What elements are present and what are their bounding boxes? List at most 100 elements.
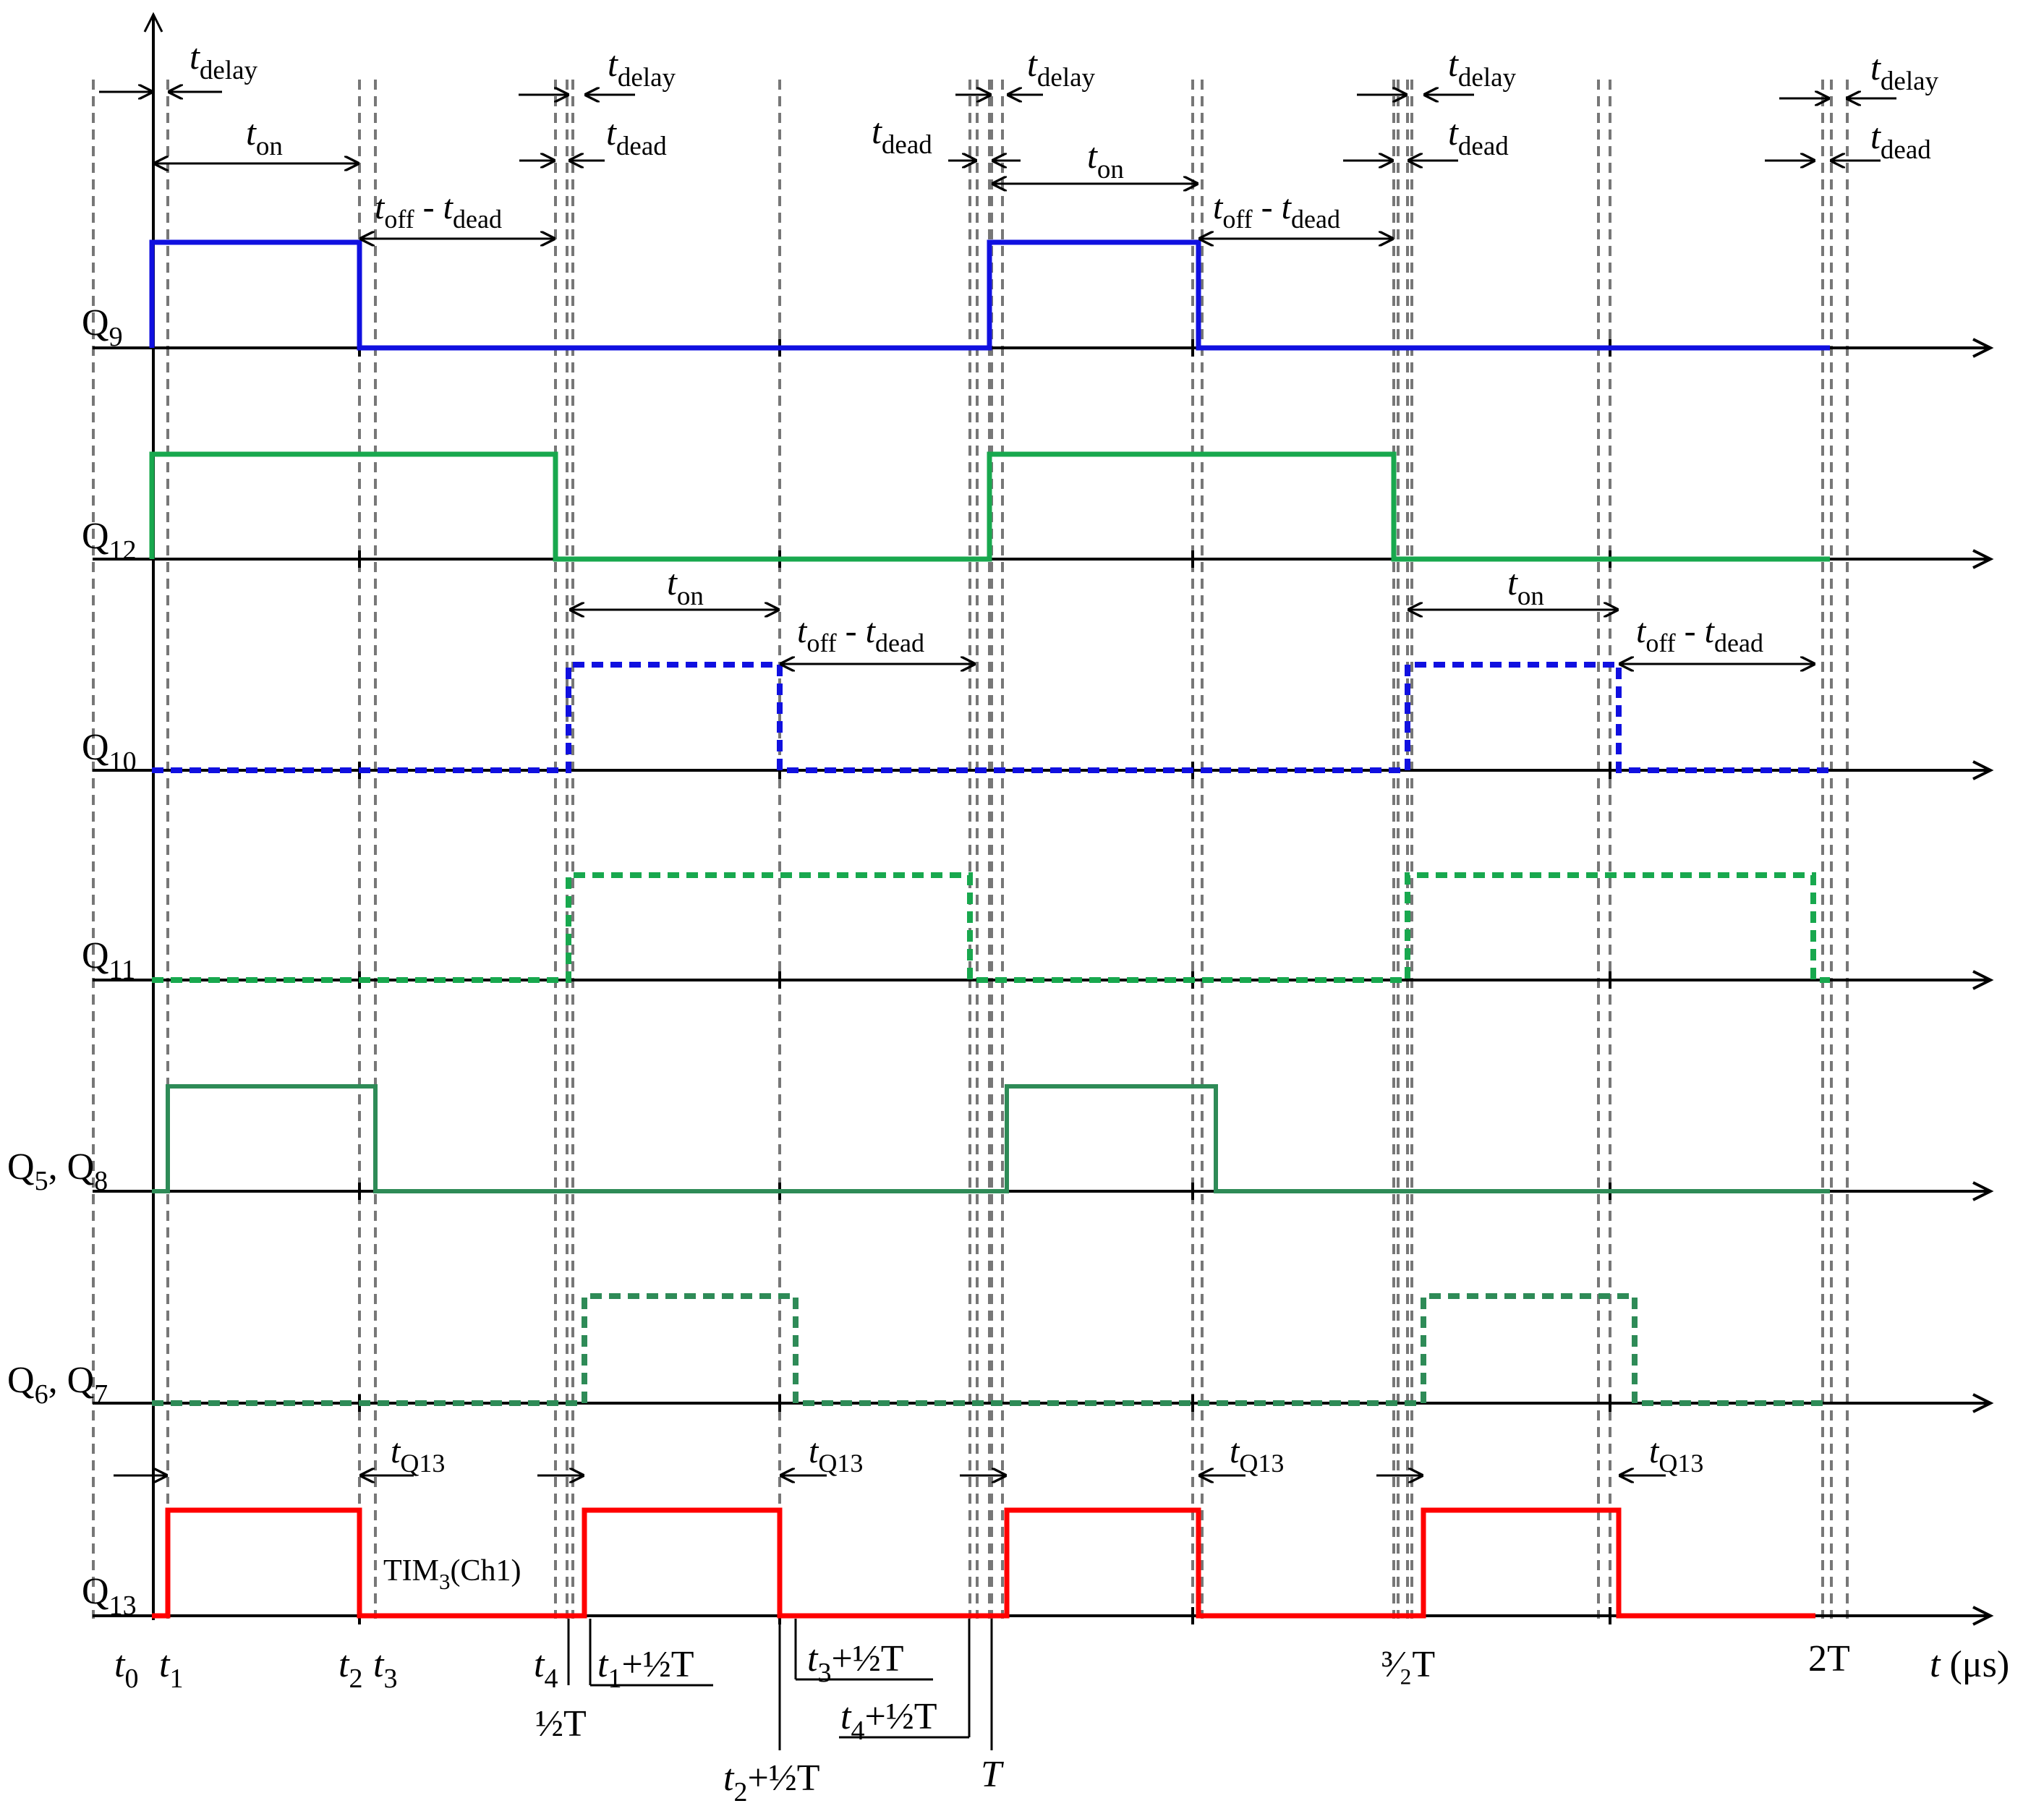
toff-tdead-label-part: - [1676, 612, 1705, 650]
tdelay-label-part: t [1870, 47, 1881, 88]
time-axis-unit: t (μs) [1930, 1644, 2009, 1685]
signal-label-q58-part: , Q [48, 1146, 95, 1188]
tdead-label-part: t [606, 112, 617, 153]
time-label-t3-half-part: t [807, 1638, 819, 1679]
tq13-label-part: Q13 [400, 1449, 445, 1478]
toff-tdead-label-part: t [797, 612, 808, 650]
tdelay-label-part: t [1448, 43, 1459, 84]
time-label-t3-half-part: +½T [831, 1638, 903, 1679]
time-axis-unit-part: (μs) [1940, 1644, 2009, 1685]
tim3-label-part: (Ch1) [451, 1554, 521, 1588]
time-label-half-t: ½T [535, 1703, 587, 1745]
tdelay-label-part: t [608, 43, 618, 84]
axis-arrowhead [1972, 970, 1994, 990]
toff-tdead-label-part: t [866, 612, 877, 650]
signal-label-q67-part: 6 [35, 1379, 48, 1410]
time-label-half-t-part: ½T [535, 1703, 587, 1745]
time-label-t0-part: 0 [124, 1664, 138, 1694]
time-label-t1-half: t1+½T [597, 1644, 694, 1694]
time-label-2T-part: 2T [1808, 1638, 1850, 1679]
tdead-label-part: t [872, 111, 882, 151]
time-label-t3-part: 3 [383, 1664, 397, 1694]
tdelay-label-part: delay [1458, 63, 1517, 93]
time-label-T: T [981, 1754, 1004, 1795]
dimension-arrows [99, 92, 1896, 1750]
time-label-t4-half-part: t [840, 1696, 852, 1737]
signal-label-q12-part: 12 [109, 535, 137, 566]
tq13-label-part: Q13 [1239, 1449, 1284, 1478]
ton-label-part: on [256, 132, 283, 161]
tq13-label: tQ13 [809, 1432, 863, 1478]
tdead-label: tdead [606, 112, 667, 161]
tdead-label-part: t [1448, 112, 1459, 153]
signal-label-q10: Q10 [82, 727, 137, 777]
tdead-label-part: dead [1881, 135, 1931, 165]
tdead-label-part: t [1870, 116, 1881, 156]
ton-label-part: on [677, 582, 704, 611]
signal-label-q11: Q11 [82, 935, 135, 985]
axis-arrowhead [1972, 1393, 1994, 1413]
time-label-t2-half-part: +½T [747, 1758, 819, 1799]
time-label-t2: t2 [338, 1644, 362, 1694]
time-label-t4-part: 4 [544, 1664, 558, 1694]
signal-label-q12: Q12 [82, 516, 137, 566]
ton-label: ton [246, 112, 283, 161]
tdead-label-part: dead [616, 132, 667, 161]
toff-tdead-label-part: t [1213, 188, 1224, 226]
toff-tdead-label: toff - tdead [797, 612, 924, 657]
signal-label-q9-part: Q [82, 302, 109, 344]
time-label-t4-half: t4+½T [840, 1696, 937, 1746]
tdead-label: tdead [1870, 116, 1931, 165]
signal-label-q12-part: Q [82, 516, 109, 557]
signal-label-q11-part: Q [82, 935, 109, 976]
tdelay-label: tdelay [1027, 43, 1096, 93]
ton-label: ton [667, 562, 704, 611]
time-label-t4-half-part: 4 [851, 1716, 864, 1746]
toff-tdead-label-part: - [1253, 188, 1282, 226]
signal-label-q58-part: Q [7, 1146, 35, 1188]
axis-arrowhead [1972, 338, 1994, 358]
signal-label-q67-part: Q [7, 1360, 35, 1401]
toff-tdead-label-part: t [1282, 188, 1293, 226]
toff-tdead-label-part: dead [1714, 629, 1763, 657]
time-label-t2-half: t2+½T [723, 1758, 820, 1806]
time-label-t2-half-part: 2 [733, 1777, 747, 1806]
tdelay-label-part: delay [1881, 67, 1939, 96]
time-label-t4-part: t [534, 1644, 545, 1685]
q5-q8-waveform [152, 1084, 1830, 1193]
tdelay-label: tdelay [190, 36, 258, 85]
toff-tdead-label-part: off [1222, 205, 1252, 234]
q11-waveform [152, 872, 1830, 983]
signal-label-q58-part: 8 [94, 1166, 108, 1196]
time-label-T-part: T [981, 1754, 1004, 1795]
ton-label-part: on [1517, 582, 1544, 611]
tq13-label-part: Q13 [818, 1449, 863, 1478]
tdelay-label-part: t [1027, 43, 1038, 84]
signal-label-q67-part: , Q [48, 1360, 95, 1401]
signal-label-q67: Q6, Q7 [7, 1360, 108, 1410]
q13-waveform [152, 1507, 1815, 1619]
tq13-label: tQ13 [1230, 1432, 1284, 1478]
toff-tdead-label: toff - tdead [1213, 188, 1340, 234]
q9-waveform [149, 239, 1830, 351]
ton-label-part: t [246, 112, 257, 153]
time-label-t4: t4 [534, 1644, 558, 1694]
time-label-t2-half-part: t [723, 1758, 735, 1799]
toff-tdead-label-part: off [384, 205, 414, 234]
toff-tdead-label-part: dead [1291, 205, 1340, 234]
tdelay-label-part: t [190, 36, 200, 77]
tdead-label: tdead [872, 111, 932, 160]
time-label-t2-part: t [338, 1644, 350, 1685]
tim3-label-part: TIM [383, 1554, 439, 1588]
q10-waveform [152, 662, 1830, 773]
tq13-label: tQ13 [1649, 1432, 1703, 1478]
q6-q7-waveform [152, 1293, 1830, 1406]
time-label-t3-part: t [373, 1644, 385, 1685]
ton-label-part: t [1507, 562, 1518, 602]
toff-tdead-label-part: t [1636, 612, 1647, 650]
signal-label-q11-part: 11 [109, 955, 136, 985]
toff-tdead-label-part: off [1645, 629, 1675, 657]
time-label-t4-half-part: +½T [864, 1696, 937, 1737]
time-label-t0-part: t [114, 1644, 126, 1685]
